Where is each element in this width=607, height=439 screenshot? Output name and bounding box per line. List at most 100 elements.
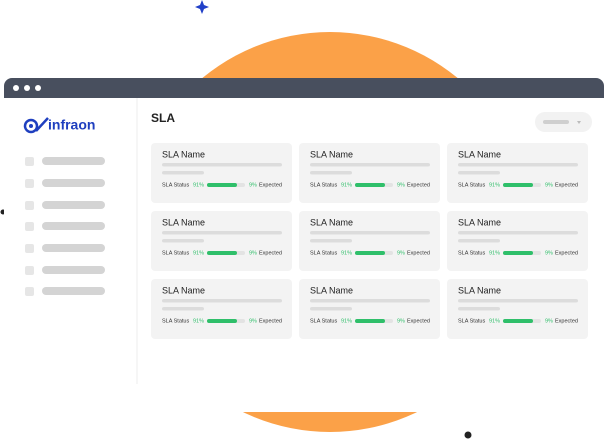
nav-item[interactable] xyxy=(25,222,105,231)
nav-item[interactable] xyxy=(25,179,105,188)
card-title: SLA Name xyxy=(458,285,501,295)
card-bg xyxy=(299,211,440,271)
sla-card[interactable]: SLA Name SLA Status 91% 9% Expected xyxy=(447,143,588,203)
nav-item[interactable] xyxy=(25,287,105,296)
card-bg xyxy=(299,143,440,203)
card-bg xyxy=(299,279,440,339)
sla-card[interactable]: SLA Name SLA Status 91% 9% Expected xyxy=(447,279,588,339)
expected-label: Expected xyxy=(555,182,578,188)
placeholder-line xyxy=(162,299,282,303)
nav-icon xyxy=(25,244,34,253)
expected-label: Expected xyxy=(407,182,430,188)
nav-icon xyxy=(25,287,34,296)
remaining-value: 9% xyxy=(545,318,553,324)
card-bg xyxy=(151,279,292,339)
expected-label: Expected xyxy=(259,318,282,324)
status-label: SLA Status xyxy=(162,250,189,256)
sla-card[interactable]: SLA Name SLA Status 91% 9% Expected xyxy=(447,211,588,271)
nav-item[interactable] xyxy=(25,157,105,166)
nav-icon xyxy=(25,179,34,188)
dot xyxy=(464,431,472,439)
status-value: 91% xyxy=(341,318,352,324)
placeholder-line xyxy=(162,307,204,311)
remaining-value: 9% xyxy=(249,318,257,324)
nav-icon xyxy=(25,266,34,275)
card-bg xyxy=(447,143,588,203)
remaining-value: 9% xyxy=(397,182,405,188)
progress-fill xyxy=(207,319,237,323)
nav-item[interactable] xyxy=(25,244,105,253)
nav-label xyxy=(42,244,105,252)
expected-label: Expected xyxy=(555,318,578,324)
expected-label: Expected xyxy=(407,250,430,256)
logo-text: infraon xyxy=(48,117,95,133)
status-value: 91% xyxy=(193,250,204,256)
status-value: 91% xyxy=(489,250,500,256)
placeholder-line xyxy=(162,231,282,235)
nav-label xyxy=(42,222,105,230)
dropdown-placeholder xyxy=(543,120,569,124)
placeholder-line xyxy=(162,239,204,243)
remaining-value: 9% xyxy=(249,250,257,256)
star xyxy=(195,0,209,14)
nav-label xyxy=(42,201,105,209)
sla-card[interactable]: SLA Name SLA Status 91% 9% Expected xyxy=(151,279,292,339)
remaining-value: 9% xyxy=(249,182,257,188)
sla-card[interactable]: SLA Name SLA Status 91% 9% Expected xyxy=(299,279,440,339)
status-label: SLA Status xyxy=(458,182,485,188)
placeholder-line xyxy=(310,163,430,167)
dropdown-caret xyxy=(577,121,581,124)
expected-label: Expected xyxy=(259,182,282,188)
status-label: SLA Status xyxy=(458,318,485,324)
status-label: SLA Status xyxy=(162,182,189,188)
progress-fill xyxy=(355,183,385,187)
expected-label: Expected xyxy=(407,318,430,324)
nav-label xyxy=(42,157,105,165)
expected-label: Expected xyxy=(555,250,578,256)
remaining-value: 9% xyxy=(397,250,405,256)
card-title: SLA Name xyxy=(458,217,501,227)
nav-item[interactable] xyxy=(25,201,105,210)
nav-label xyxy=(42,179,105,187)
nav-icon xyxy=(25,157,34,166)
placeholder-line xyxy=(458,299,578,303)
expected-label: Expected xyxy=(259,250,282,256)
card-title: SLA Name xyxy=(310,217,353,227)
card-title: SLA Name xyxy=(162,285,205,295)
placeholder-line xyxy=(458,171,500,175)
nav-label xyxy=(42,287,105,295)
placeholder-line xyxy=(458,231,578,235)
nav-icon xyxy=(25,222,34,231)
card-bg xyxy=(447,279,588,339)
progress-fill xyxy=(503,183,533,187)
remaining-value: 9% xyxy=(545,250,553,256)
sla-card[interactable]: SLA Name SLA Status 91% 9% Expected xyxy=(299,211,440,271)
sla-card[interactable]: SLA Name SLA Status 91% 9% Expected xyxy=(299,143,440,203)
sla-card[interactable]: SLA Name SLA Status 91% 9% Expected xyxy=(151,143,292,203)
placeholder-line xyxy=(162,171,204,175)
sla-card[interactable]: SLA Name SLA Status 91% 9% Expected xyxy=(151,211,292,271)
status-value: 91% xyxy=(341,250,352,256)
title-bar xyxy=(4,78,604,98)
placeholder-line xyxy=(310,239,352,243)
nav-item[interactable] xyxy=(25,266,105,275)
progress-fill xyxy=(503,251,533,255)
placeholder-line xyxy=(162,163,282,167)
placeholder-line xyxy=(458,239,500,243)
status-label: SLA Status xyxy=(310,318,337,324)
remaining-value: 9% xyxy=(397,318,405,324)
card-title: SLA Name xyxy=(162,149,205,159)
card-title: SLA Name xyxy=(310,285,353,295)
progress-fill xyxy=(355,319,385,323)
page-heading: SLA xyxy=(151,111,175,125)
card-title: SLA Name xyxy=(458,149,501,159)
card-bg xyxy=(151,143,292,203)
window-dot xyxy=(35,85,41,91)
status-label: SLA Status xyxy=(310,250,337,256)
status-label: SLA Status xyxy=(458,250,485,256)
placeholder-line xyxy=(458,307,500,311)
logo-icon xyxy=(23,117,49,134)
